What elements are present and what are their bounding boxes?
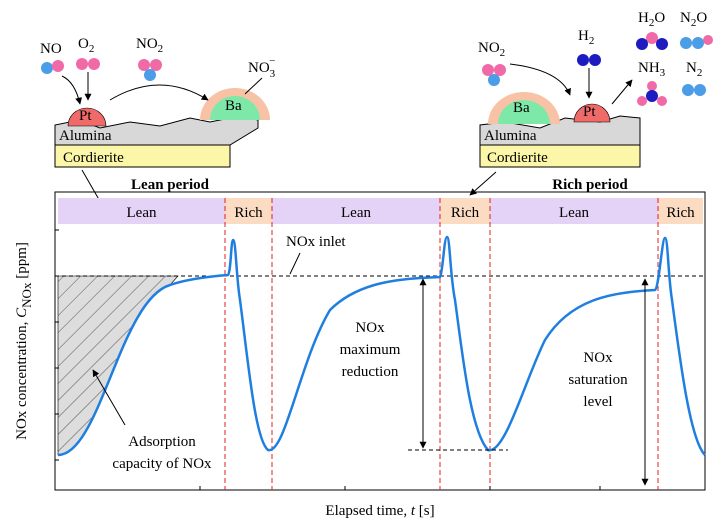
phase-label: Lean: [341, 205, 371, 221]
label: NO: [40, 41, 62, 57]
t: NOx: [19, 282, 34, 308]
annotation-line: reduction: [342, 364, 399, 380]
t: O: [696, 10, 707, 26]
t: [s]: [415, 503, 435, 519]
t: 2: [89, 43, 95, 55]
annotation: NOx inlet: [286, 234, 346, 250]
t: 2: [589, 35, 595, 47]
t: H: [638, 10, 649, 26]
t: 2: [500, 47, 506, 59]
t: 3: [270, 68, 276, 80]
lean-panel: Alumina Cordierite Pt Ba NO O2 NO2 NO3− …: [40, 36, 276, 210]
label: H2: [578, 28, 594, 47]
annotation: NOx maximum reduction: [340, 320, 401, 380]
page: {"lean_panel":{"no":"NO","o2":{"main":"O…: [0, 0, 714, 527]
t: 2: [697, 67, 703, 79]
t: Elapsed time,: [325, 503, 410, 519]
label: N2O: [680, 10, 707, 29]
t: NH: [638, 60, 660, 76]
phase-label: Rich: [451, 205, 480, 221]
phase-label: Rich: [666, 205, 695, 221]
t: O: [78, 36, 89, 52]
label: Pt: [79, 108, 92, 124]
adsorption-area: [58, 276, 178, 455]
label: Alumina: [484, 128, 537, 144]
annotation-line: capacity of NOx: [112, 456, 212, 472]
t: 2: [158, 43, 164, 55]
period-label: Rich period: [552, 177, 628, 193]
label: Pt: [583, 104, 596, 120]
x-axis-label: Elapsed time, t [s]: [325, 503, 434, 519]
t: NO: [136, 36, 158, 52]
t: NOx concentration,: [14, 318, 30, 440]
t: NO: [478, 40, 500, 56]
plot: Lean Rich Lean Rich Lean Rich NOx inlet NOx ma…: [55, 192, 705, 490]
t: H: [578, 28, 589, 44]
annotation: NOx saturation level: [568, 350, 628, 410]
t: −: [269, 55, 275, 67]
phase-label: Lean: [127, 205, 157, 221]
label: NO2: [478, 40, 505, 59]
annotation-line: saturation: [568, 372, 628, 388]
label: NH3: [638, 60, 666, 79]
label: Cordierite: [487, 150, 548, 166]
t: [ppm]: [14, 242, 30, 282]
phase-band: Lean Rich Lean Rich Lean Rich: [58, 198, 703, 224]
label: N2: [686, 60, 702, 79]
t: 3: [660, 67, 666, 79]
label: O2: [78, 36, 94, 55]
t: N: [686, 60, 697, 76]
t: NO: [248, 60, 270, 76]
t: O: [654, 10, 665, 26]
label: NO2: [136, 36, 163, 55]
label: H2O: [638, 10, 665, 29]
annotation-line: level: [583, 394, 612, 410]
ticks: [55, 230, 600, 490]
annotation-line: Adsorption: [128, 434, 196, 450]
annotation-line: NOx: [583, 350, 613, 366]
annotation: Adsorption capacity of NOx: [112, 434, 212, 472]
y-axis-label: NOx concentration, CNOx [ppm]: [14, 242, 34, 440]
diagram: Alumina Cordierite Pt Ba NO O2 NO2 NO3− …: [0, 0, 714, 527]
label: Ba: [225, 98, 242, 114]
annotation-line: maximum: [340, 342, 401, 358]
label: NO3−: [248, 55, 276, 80]
label: Cordierite: [63, 150, 124, 166]
rich-panel: Alumina Cordierite Pt Ba NO2 H2 H2O N2O …: [470, 10, 713, 195]
phase-label: Lean: [559, 205, 589, 221]
annotation-line: NOx: [355, 320, 385, 336]
period-label: Lean period: [131, 177, 210, 193]
t: N: [680, 10, 691, 26]
label: Alumina: [59, 128, 112, 144]
phase-label: Rich: [234, 205, 263, 221]
label: Ba: [513, 100, 530, 116]
